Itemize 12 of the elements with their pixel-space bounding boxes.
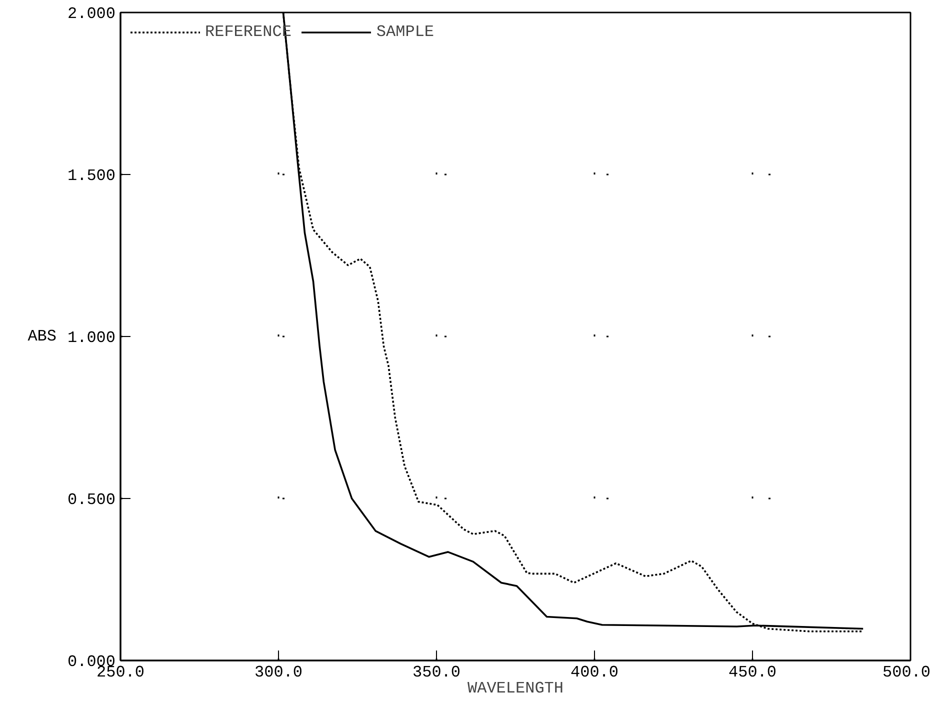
y-tick-label: 0.500 xyxy=(67,491,116,509)
x-axis-title: WAVELENGTH xyxy=(467,680,564,698)
y-tick-label: 1.000 xyxy=(67,329,116,347)
y-tick-label: 1.500 xyxy=(67,167,116,185)
x-tick-label: 500.0 xyxy=(882,664,931,682)
y-axis-title: ABS xyxy=(28,328,56,346)
x-tick-label: 450.0 xyxy=(728,664,777,682)
x-tick-label: 350.0 xyxy=(412,664,461,682)
x-tick-label: 400.0 xyxy=(570,664,619,682)
legend-label: SAMPLE xyxy=(376,23,434,41)
x-tick-label: 300.0 xyxy=(254,664,303,682)
y-tick-label: 2.000 xyxy=(67,5,116,23)
